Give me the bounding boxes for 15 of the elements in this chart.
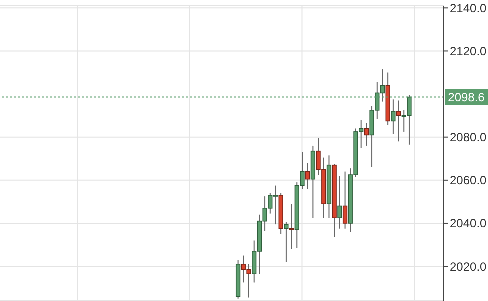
- candlestick: [342, 171, 348, 230]
- y-tick-label: 2040.0: [450, 216, 488, 231]
- candlestick: [391, 99, 396, 135]
- y-tick-label: 2120.0: [450, 44, 488, 58]
- candlestick: [396, 100, 402, 142]
- candlestick: [338, 176, 342, 230]
- y-tick-label: 2080.0: [450, 130, 488, 145]
- y-tick-label: 2140.0: [450, 1, 488, 16]
- candlestick: [364, 122, 370, 146]
- candlestick: [306, 162, 310, 190]
- ref-line-label: 2098.6: [448, 90, 486, 104]
- candlestick: [289, 204, 294, 250]
- y-tick-label: 2020.0: [450, 260, 488, 274]
- candlestick: [284, 222, 289, 263]
- y-tick-label: 2060.0: [450, 174, 488, 188]
